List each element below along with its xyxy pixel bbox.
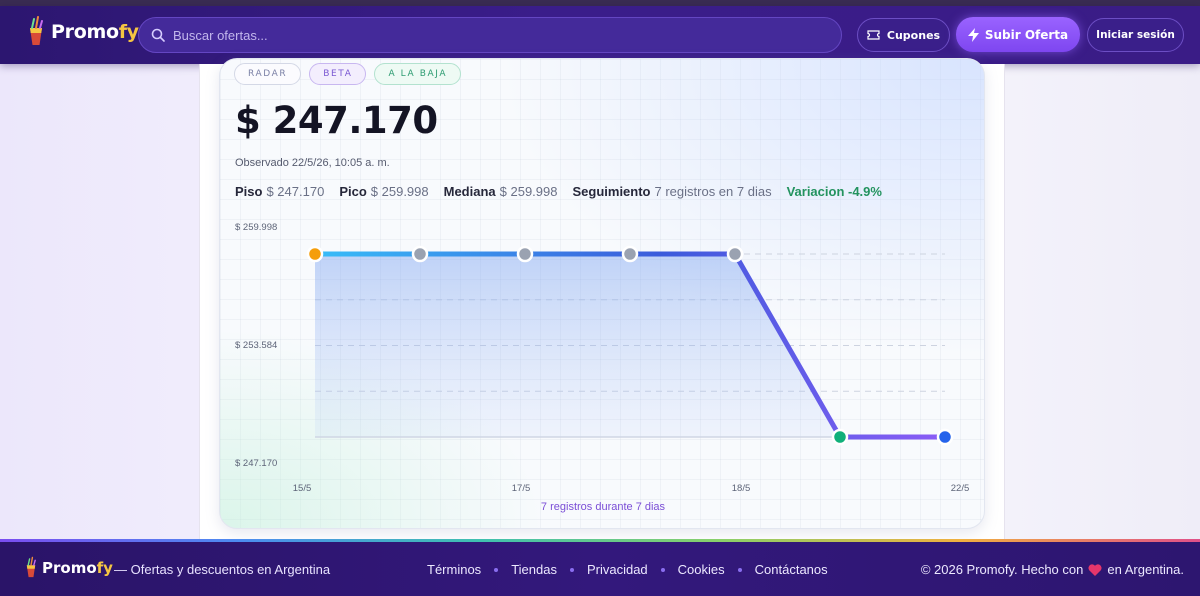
chart-data-point[interactable] — [306, 245, 324, 263]
chart-data-point[interactable] — [516, 245, 534, 263]
footer-accent-bar — [0, 539, 1200, 542]
footer-link-contact[interactable]: Contáctanos — [754, 562, 828, 577]
current-price: $ 247.170 — [235, 99, 438, 142]
stat-peak: Pico $ 259.998 — [339, 184, 429, 199]
footer-links: Términos Tiendas Privacidad Cookies Cont… — [427, 562, 828, 577]
x-tick-label: 17/5 — [512, 483, 531, 494]
search-input[interactable] — [173, 27, 813, 43]
price-history-chart: $ 259.998 $ 253.584 $ 247.170 15/5 17/5 … — [235, 222, 970, 494]
site-footer: Promofy — Ofertas y descuentos en Argent… — [0, 542, 1200, 596]
promofy-logo-icon — [30, 16, 43, 45]
brand-name: Promofy — [51, 21, 139, 43]
footer-link-stores[interactable]: Tiendas — [511, 562, 557, 577]
separator-dot — [569, 567, 574, 572]
footer-link-terms[interactable]: Términos — [427, 562, 482, 577]
top-navbar: Promofy Cupones Subir Oferta Iniciar ses… — [0, 6, 1200, 64]
tag-row: RADAR BETA A LA BAJA — [234, 63, 462, 85]
window-top-strip — [0, 0, 1200, 6]
separator-dot — [737, 567, 742, 572]
footer-brand-logo[interactable]: Promofy — [24, 556, 113, 580]
promofy-logo-icon — [26, 556, 36, 578]
tag-beta: BETA — [309, 63, 367, 85]
chart-data-point[interactable] — [621, 245, 639, 263]
ticket-icon — [867, 30, 880, 40]
stat-variation: Variacion -4.9% — [786, 184, 882, 199]
chart-records-caption: 7 registros durante 7 dias — [540, 501, 666, 513]
lightning-icon — [967, 27, 979, 42]
footer-copyright: © 2026 Promofy. Hecho con en Argentina. — [921, 562, 1184, 577]
stat-median: Mediana $ 259.998 — [443, 184, 558, 199]
chart-area-fill — [315, 254, 945, 437]
submit-offer-label: Subir Oferta — [984, 27, 1069, 42]
footer-link-privacy[interactable]: Privacidad — [586, 562, 648, 577]
chart-data-point[interactable] — [936, 428, 954, 446]
stat-floor: Piso $ 247.170 — [235, 184, 325, 199]
search-icon — [151, 28, 165, 42]
y-tick-label: $ 247.170 — [235, 458, 277, 469]
x-tick-label: 22/5 — [951, 483, 970, 494]
tag-radar: RADAR — [234, 63, 302, 85]
x-tick-label: 18/5 — [732, 483, 751, 494]
footer-brand-name: Promofy — [42, 559, 113, 577]
copyright-text: © 2026 Promofy. Hecho con — [920, 562, 1084, 577]
footer-tagline: — Ofertas y descuentos en Argentina — [114, 562, 331, 577]
price-history-card: RADAR BETA A LA BAJA $ 247.170 Observado… — [219, 58, 985, 529]
login-button[interactable]: Iniciar sesión — [1087, 18, 1184, 52]
stat-tracking: Seguimiento 7 registros en 7 dias — [572, 184, 772, 199]
y-tick-label: $ 253.584 — [235, 340, 277, 351]
observed-timestamp: Observado 22/5/26, 10:05 a. m. — [235, 157, 390, 169]
separator-dot — [494, 567, 499, 572]
footer-link-cookies[interactable]: Cookies — [677, 562, 725, 577]
coupons-button[interactable]: Cupones — [857, 18, 950, 52]
submit-offer-button[interactable]: Subir Oferta — [956, 17, 1080, 52]
separator-dot — [660, 567, 665, 572]
heart-icon — [1088, 563, 1102, 576]
brand-logo[interactable]: Promofy — [26, 16, 139, 48]
login-label: Iniciar sesión — [1096, 29, 1175, 41]
chart-data-point[interactable] — [831, 428, 849, 446]
tag-price-down: A LA BAJA — [374, 63, 462, 85]
chart-data-point[interactable] — [726, 245, 744, 263]
copyright-suffix: en Argentina. — [1107, 562, 1184, 577]
chart-data-point[interactable] — [411, 245, 429, 263]
coupons-label: Cupones — [886, 28, 941, 42]
x-tick-label: 15/5 — [293, 483, 312, 494]
y-tick-label: $ 259.998 — [235, 222, 277, 233]
search-bar[interactable] — [138, 17, 842, 53]
price-stats: Piso $ 247.170 Pico $ 259.998 Mediana $ 259… — [235, 184, 882, 199]
